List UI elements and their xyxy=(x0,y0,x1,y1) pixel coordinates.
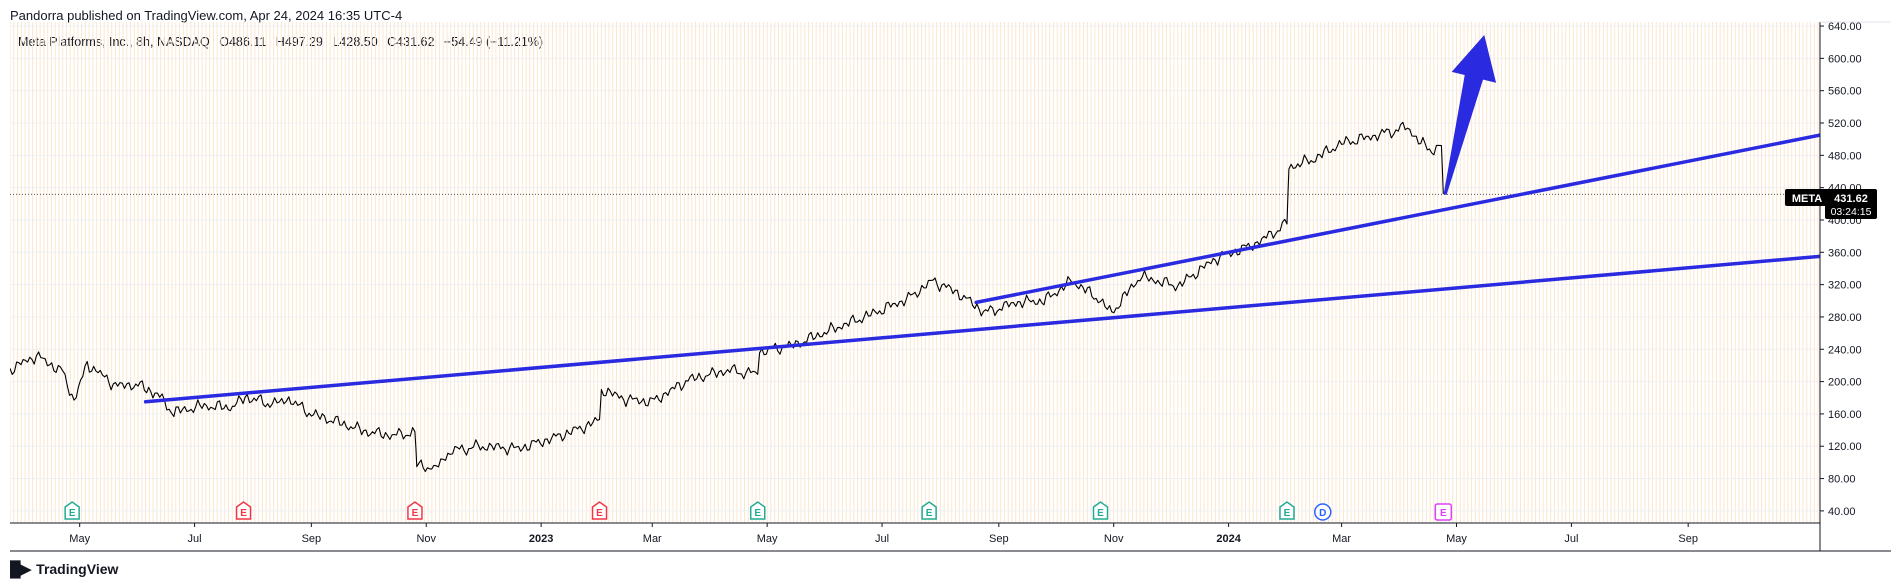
symbol-tag-bg xyxy=(1785,189,1829,206)
y-tick-label: 600.00 xyxy=(1828,53,1862,65)
earnings-marker xyxy=(407,501,423,520)
earnings-marker xyxy=(64,501,80,520)
projection-arrow[interactable] xyxy=(1443,34,1497,195)
y-tick-label: 160.00 xyxy=(1828,409,1862,421)
event-label: E xyxy=(926,508,933,519)
earnings-marker xyxy=(1092,501,1109,520)
legend-close: C431.62 xyxy=(387,35,435,49)
price-tag-countdown: 03:24:15 xyxy=(1831,206,1872,218)
y-tick-label: 240.00 xyxy=(1828,344,1862,356)
event-label: E xyxy=(69,508,76,519)
price-tag-value: 431.62 xyxy=(1834,193,1868,205)
symbol-legend: Meta Platforms, Inc., 8h, NASDAQ O486.11… xyxy=(18,35,549,49)
legend-low: L428.50 xyxy=(332,35,378,49)
up-arrow xyxy=(1443,34,1497,195)
x-tick-label: Sep xyxy=(1678,533,1698,545)
x-axis-ticks[interactable]: May Jul Sep Nov 2023 Mar May Jul Sep Nov 2024 Mar Ma… xyxy=(69,523,1698,545)
x-tick-label: May xyxy=(69,533,90,545)
x-tick-label: 2023 xyxy=(529,533,553,545)
y-tick-label: 280.00 xyxy=(1828,312,1862,324)
x-tick-label: 2024 xyxy=(1216,533,1241,545)
event-label: E xyxy=(596,508,603,519)
y-tick-label: 80.00 xyxy=(1828,474,1856,486)
x-tick-label: Nov xyxy=(1104,533,1124,545)
y-axis-ticks[interactable]: 40.00 80.00 120.00 160.00 200.00 240.00 280.00… xyxy=(1820,21,1862,518)
y-tick-label: 320.00 xyxy=(1828,280,1862,292)
price-tag-bg xyxy=(1825,189,1877,219)
event-label: E xyxy=(1284,508,1291,519)
x-tick-label: Sep xyxy=(989,533,1009,545)
y-tick-label: 360.00 xyxy=(1828,247,1862,259)
event-label: E xyxy=(754,508,761,519)
earnings-upcoming-marker xyxy=(1434,503,1453,521)
price-tag: META 431.62 03:24:15 xyxy=(1785,189,1877,219)
dividend-marker xyxy=(1314,503,1332,521)
event-label: E xyxy=(412,508,419,519)
earnings-marker xyxy=(235,501,252,520)
event-label: E xyxy=(240,508,247,519)
y-tick-label: 560.00 xyxy=(1828,86,1862,98)
legend-title[interactable]: Meta Platforms, Inc., 8h, NASDAQ xyxy=(18,35,210,49)
x-tick-label: Jul xyxy=(875,533,889,545)
y-tick-label: 520.00 xyxy=(1828,118,1862,130)
price-line-series xyxy=(10,121,1444,473)
event-label: E xyxy=(1097,508,1104,519)
price-series xyxy=(10,121,1444,473)
y-tick-label: 640.00 xyxy=(1828,21,1862,33)
earnings-marker xyxy=(921,501,937,520)
symbol-tag: META xyxy=(1792,193,1822,205)
x-tick-label: May xyxy=(1446,533,1467,545)
x-tick-label: Jul xyxy=(1564,533,1578,545)
publish-header: Pandorra published on TradingView.com, A… xyxy=(10,8,403,23)
tradingview-mark-icon: █▶ xyxy=(10,561,31,578)
x-tick-label: Mar xyxy=(643,533,662,545)
x-tick-label: Mar xyxy=(1332,533,1351,545)
y-tick-label: 200.00 xyxy=(1828,377,1862,389)
vertical-grid xyxy=(10,22,1819,523)
event-label: D xyxy=(1319,508,1326,519)
brand-label: TradingView xyxy=(36,561,119,577)
y-tick-label: 40.00 xyxy=(1828,506,1856,518)
trendlines[interactable] xyxy=(143,133,1820,404)
y-tick-label: 120.00 xyxy=(1828,441,1862,453)
trendline-1 xyxy=(143,254,1820,404)
earnings-marker xyxy=(749,501,766,520)
trendline-2 xyxy=(974,133,1820,305)
horizontal-grid xyxy=(10,25,1820,512)
tradingview-logo[interactable]: █▶ TradingView xyxy=(10,560,118,578)
y-tick-label: 480.00 xyxy=(1828,150,1862,162)
x-tick-label: May xyxy=(757,533,778,545)
x-tick-label: Jul xyxy=(188,533,202,545)
x-tick-label: Nov xyxy=(416,533,436,545)
earnings-marker xyxy=(1279,501,1295,520)
x-tick-label: Sep xyxy=(302,533,322,545)
earnings-marker xyxy=(591,501,608,520)
event-label: E xyxy=(1440,508,1447,519)
